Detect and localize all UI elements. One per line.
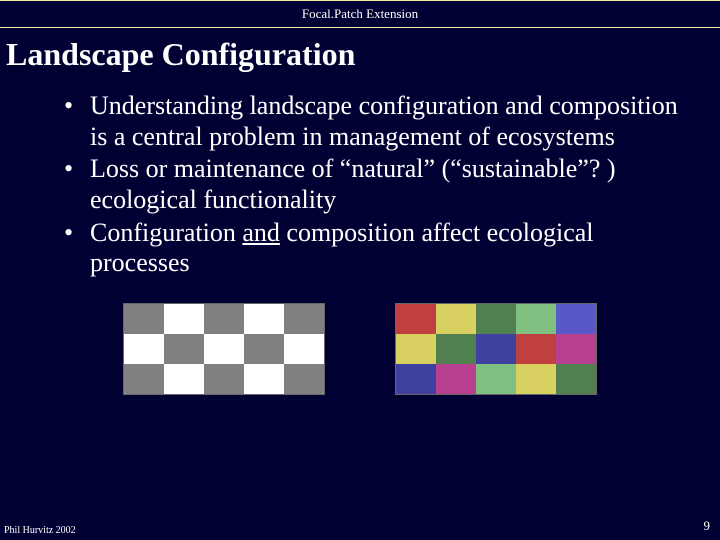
- grid-cell: [124, 334, 164, 364]
- grid-cell: [556, 364, 596, 394]
- grid-cell: [124, 304, 164, 334]
- grid-cell: [476, 364, 516, 394]
- header-title: Focal.Patch Extension: [302, 6, 418, 22]
- grid-cell: [244, 304, 284, 334]
- footer-author: Phil Hurvitz 2002: [4, 525, 76, 536]
- grids-row: [0, 303, 720, 395]
- grid-cell: [284, 304, 324, 334]
- grid-cell: [476, 304, 516, 334]
- grid-cell: [436, 304, 476, 334]
- grid-cell: [396, 304, 436, 334]
- grid-cell: [556, 304, 596, 334]
- grid-cell: [396, 334, 436, 364]
- bullet-underline: and: [242, 218, 280, 247]
- grid-left: [123, 303, 325, 395]
- grid-cell: [204, 364, 244, 394]
- bullet-item: Loss or maintenance of “natural” (“susta…: [90, 154, 680, 215]
- grid-cell: [516, 304, 556, 334]
- grid-cell: [396, 364, 436, 394]
- grid-cell: [436, 334, 476, 364]
- grid-cell: [164, 364, 204, 394]
- grid-cell: [284, 334, 324, 364]
- bullet-item: Understanding landscape configuration an…: [90, 91, 680, 152]
- bullet-item: Configuration and composition affect eco…: [90, 218, 680, 279]
- grid-cell: [244, 334, 284, 364]
- grid-cell: [204, 334, 244, 364]
- grid-cell: [244, 364, 284, 394]
- bullet-text: Configuration: [90, 218, 242, 247]
- grid-cell: [476, 334, 516, 364]
- grid-cell: [204, 304, 244, 334]
- grid-cell: [164, 304, 204, 334]
- grid-cell: [516, 334, 556, 364]
- grid-cell: [124, 364, 164, 394]
- grid-cell: [436, 364, 476, 394]
- grid-cell: [284, 364, 324, 394]
- grid-cell: [556, 334, 596, 364]
- grid-cell: [164, 334, 204, 364]
- slide-title: Landscape Configuration: [0, 28, 720, 91]
- header-bar: Focal.Patch Extension: [0, 0, 720, 28]
- slide-number: 9: [704, 518, 711, 534]
- bullet-text: Understanding landscape configuration an…: [90, 91, 678, 151]
- grid-right: [395, 303, 597, 395]
- bullet-text: Loss or maintenance of “natural” (“susta…: [90, 154, 616, 214]
- bullet-list: Understanding landscape configuration an…: [0, 91, 720, 279]
- grid-cell: [516, 364, 556, 394]
